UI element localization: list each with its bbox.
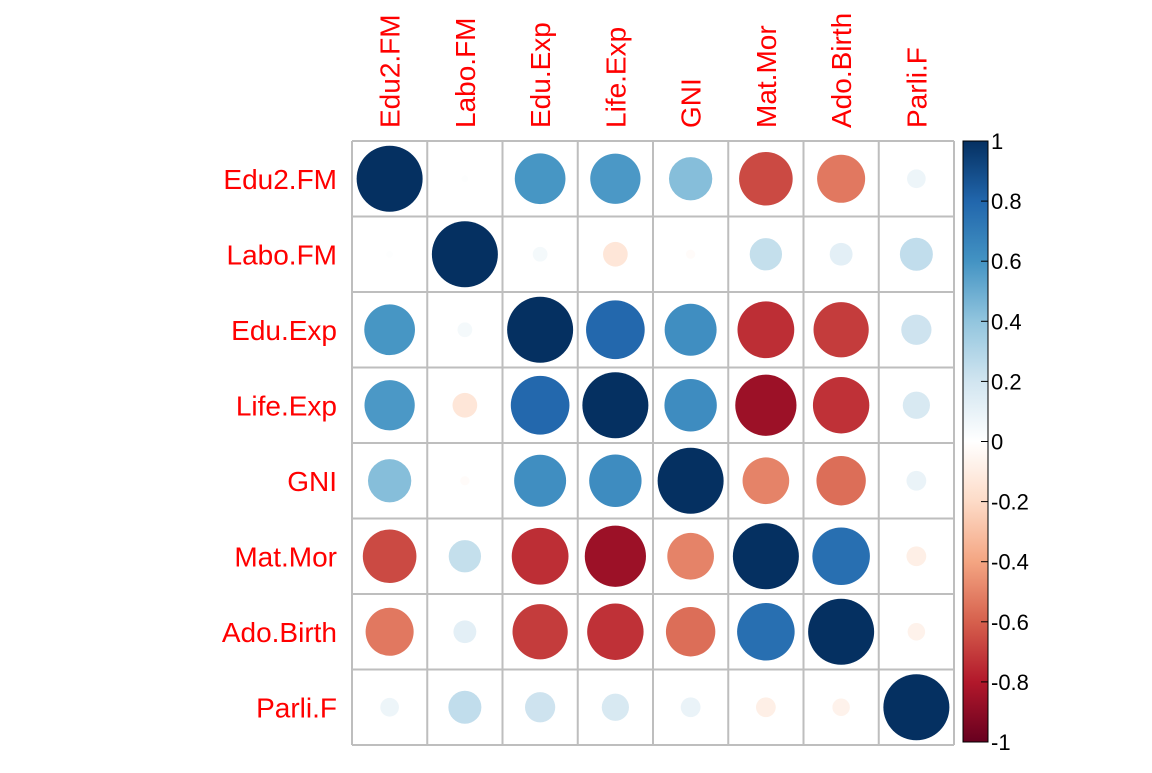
row-label: Life.Exp xyxy=(236,390,337,421)
corr-circle-Ado.Birth-GNI xyxy=(665,607,716,657)
corr-circle-GNI-Labo.FM xyxy=(460,476,470,486)
row-label: Parli.F xyxy=(256,692,337,723)
colorbar-tick-label: -0.4 xyxy=(991,550,1029,575)
column-label: Edu.Exp xyxy=(525,22,556,128)
column-label: GNI xyxy=(676,78,707,128)
colorbar-ticks: 1 0.8 0.6 0.4 0.2 0 -0.2 -0.4 -0.6 -0.8 -1 xyxy=(981,129,1029,755)
corr-circle-Mat.Mor-Ado.Birth xyxy=(812,527,870,586)
corr-circle-Ado.Birth-Edu.Exp xyxy=(512,604,568,660)
row-label: Labo.FM xyxy=(227,239,338,270)
corr-circle-GNI-Mat.Mor xyxy=(742,457,790,505)
corr-circle-Edu.Exp-Labo.FM xyxy=(457,322,473,338)
row-labels: Edu2.FM Labo.FM Edu.Exp Life.Exp GNI Mat.Mor A… xyxy=(222,164,337,724)
row-label: Edu2.FM xyxy=(223,164,337,195)
corr-circle-Edu2.FM-Life.Exp xyxy=(590,153,641,204)
corr-circle-Mat.Mor-Mat.Mor xyxy=(732,523,799,590)
row-label: Mat.Mor xyxy=(234,541,337,572)
colorbar-tick-label: -0.6 xyxy=(991,610,1029,635)
colorbar-tick-label: -1 xyxy=(991,730,1011,755)
colorbar-tick-label: 0.8 xyxy=(991,189,1022,214)
colorbar-tick-label: 1 xyxy=(991,129,1003,154)
corr-circle-Edu.Exp-Edu.Exp xyxy=(507,296,574,363)
corr-circle-Labo.FM-Ado.Birth xyxy=(829,242,853,266)
corr-circle-Edu.Exp-Life.Exp xyxy=(586,300,645,360)
corr-circle-Edu.Exp-Edu2.FM xyxy=(364,304,415,356)
row-label: Edu.Exp xyxy=(231,315,337,346)
corr-circle-Life.Exp-GNI xyxy=(664,379,717,432)
corr-circle-GNI-Parli.F xyxy=(906,470,927,491)
column-label: Mat.Mor xyxy=(751,25,782,128)
colorbar: 1 0.8 0.6 0.4 0.2 0 -0.2 -0.4 -0.6 -0.8 -1 xyxy=(962,129,1029,755)
corr-circle-Mat.Mor-Labo.FM xyxy=(448,540,482,573)
corr-circle-Ado.Birth-Life.Exp xyxy=(587,603,644,660)
corr-circle-Parli.F-Mat.Mor xyxy=(755,697,776,718)
corr-circle-Ado.Birth-Mat.Mor xyxy=(737,602,795,661)
corr-circle-Mat.Mor-Edu2.FM xyxy=(362,529,417,584)
corr-circle-Life.Exp-Ado.Birth xyxy=(812,377,870,434)
colorbar-tick-label: 0.6 xyxy=(991,249,1022,274)
colorbar-tick-label: 0.4 xyxy=(991,309,1022,334)
corr-circle-Edu.Exp-GNI xyxy=(664,303,717,356)
corr-circle-Labo.FM-Mat.Mor xyxy=(749,238,783,271)
corr-circle-GNI-Edu2.FM xyxy=(367,459,412,503)
corr-circle-Ado.Birth-Labo.FM xyxy=(453,620,477,644)
corr-circle-Parli.F-Edu.Exp xyxy=(525,692,556,723)
corr-circle-Life.Exp-Labo.FM xyxy=(452,392,478,418)
corr-circle-GNI-Edu.Exp xyxy=(514,454,567,507)
corr-circle-Parli.F-Edu2.FM xyxy=(380,697,399,717)
corr-circle-Ado.Birth-Edu2.FM xyxy=(365,607,414,656)
corr-circle-Edu2.FM-Labo.FM xyxy=(461,175,469,183)
corr-circle-Life.Exp-Edu2.FM xyxy=(364,380,415,431)
corr-circle-Parli.F-Labo.FM xyxy=(448,690,482,724)
column-label: Parli.F xyxy=(901,47,932,128)
column-label: Ado.Birth xyxy=(826,13,857,128)
corr-circle-Mat.Mor-Edu.Exp xyxy=(511,527,569,585)
corr-circle-Edu.Exp-Ado.Birth xyxy=(813,302,869,358)
corr-circle-Labo.FM-Life.Exp xyxy=(603,241,628,267)
corr-circle-Labo.FM-Edu2.FM xyxy=(386,250,393,258)
grid-layer xyxy=(351,140,955,746)
corr-circle-Edu2.FM-Mat.Mor xyxy=(739,151,793,206)
corr-circle-Labo.FM-Edu.Exp xyxy=(532,246,548,262)
colorbar-tick-label: -0.8 xyxy=(991,670,1029,695)
corr-circle-Life.Exp-Life.Exp xyxy=(582,372,649,439)
corr-circle-Labo.FM-Labo.FM xyxy=(431,221,498,288)
corr-circle-Mat.Mor-Life.Exp xyxy=(584,525,646,587)
corr-circle-Life.Exp-Edu.Exp xyxy=(510,375,570,435)
corr-circle-Edu2.FM-Ado.Birth xyxy=(817,154,866,203)
corr-circle-Parli.F-Life.Exp xyxy=(601,693,629,721)
corr-circle-GNI-GNI xyxy=(657,447,724,514)
colorbar-tick-label: 0.2 xyxy=(991,369,1022,394)
row-label: GNI xyxy=(287,466,337,497)
corr-circle-GNI-Ado.Birth xyxy=(816,456,866,506)
colorbar-tick-label: -0.2 xyxy=(991,490,1029,515)
corr-circle-Parli.F-GNI xyxy=(680,697,701,718)
corr-circle-Ado.Birth-Ado.Birth xyxy=(808,598,875,665)
row-label: Ado.Birth xyxy=(222,617,337,648)
column-labels: Edu2.FM Labo.FM Edu.Exp Life.Exp GNI Mat.Mor A… xyxy=(375,13,933,128)
corr-circle-Mat.Mor-GNI xyxy=(667,532,714,580)
corr-circle-Edu2.FM-Parli.F xyxy=(907,169,926,189)
corr-circle-Edu.Exp-Parli.F xyxy=(901,314,932,345)
corr-circle-Mat.Mor-Parli.F xyxy=(906,546,927,567)
corr-circle-Edu.Exp-Mat.Mor xyxy=(737,301,795,359)
corr-circle-Edu2.FM-GNI xyxy=(668,157,713,201)
cells-layer xyxy=(356,145,950,741)
corr-circle-Parli.F-Parli.F xyxy=(883,674,950,741)
colorbar-tick-label: 0 xyxy=(991,430,1003,455)
column-label: Life.Exp xyxy=(600,27,631,128)
corr-circle-Life.Exp-Parli.F xyxy=(902,391,930,419)
corr-circle-Labo.FM-GNI xyxy=(685,249,696,259)
corr-circle-GNI-Life.Exp xyxy=(589,454,642,507)
column-label: Edu2.FM xyxy=(375,14,406,128)
corr-circle-Life.Exp-Mat.Mor xyxy=(735,374,797,436)
column-label: Labo.FM xyxy=(450,18,481,129)
corr-circle-Labo.FM-Parli.F xyxy=(899,237,933,271)
corr-circle-Ado.Birth-Parli.F xyxy=(907,623,926,641)
corr-circle-Parli.F-Ado.Birth xyxy=(832,698,850,716)
corr-circle-Edu2.FM-Edu.Exp xyxy=(514,153,566,205)
corr-circle-Edu2.FM-Edu2.FM xyxy=(356,145,423,212)
